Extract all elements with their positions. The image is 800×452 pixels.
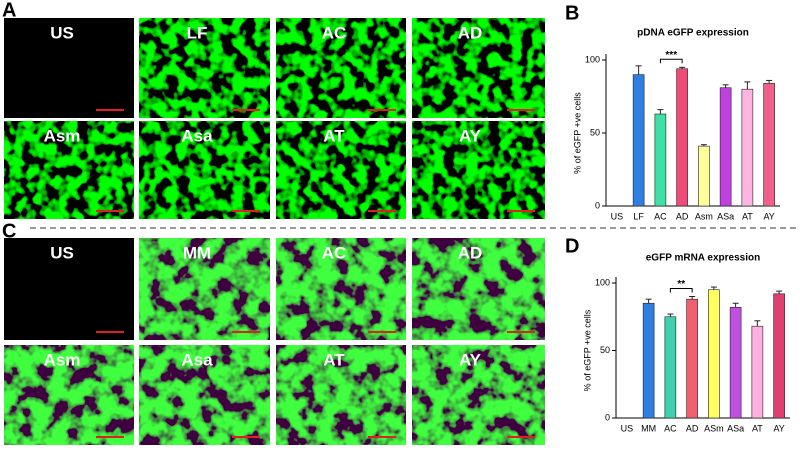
x-tick-label: MM <box>641 423 656 433</box>
bar <box>708 289 720 419</box>
y-axis-label: % of eGFP +ve cells <box>582 309 592 391</box>
x-tick-label: LF <box>633 211 644 221</box>
bar <box>686 298 698 419</box>
image-label: AY <box>459 126 482 145</box>
microscopy-signal <box>412 238 545 340</box>
significance: *** <box>665 50 677 61</box>
image-label: Asa <box>181 126 213 145</box>
chart-title: eGFP mRNA expression <box>646 253 760 264</box>
x-tick-label: AY <box>773 423 784 433</box>
image-label: AD <box>458 23 483 42</box>
y-tick-label: 50 <box>600 345 610 355</box>
image-label: Asa <box>181 350 213 369</box>
x-tick-label: Asm <box>695 211 713 221</box>
significance-bracket <box>669 288 693 293</box>
bar <box>773 293 785 419</box>
microscopy-signal <box>412 345 545 445</box>
bar <box>751 325 764 419</box>
microscopy-signal <box>139 345 270 445</box>
bar <box>741 88 754 207</box>
y-tick-label: 0 <box>605 412 610 422</box>
microscopy-image <box>4 18 134 118</box>
image-label: AT <box>323 350 345 369</box>
bar <box>642 302 655 419</box>
bar <box>654 113 667 207</box>
bar <box>664 316 677 419</box>
microscopy-image <box>4 238 134 340</box>
image-label: AT <box>323 126 345 145</box>
x-tick-label: AT <box>752 423 763 433</box>
x-tick-label: ASm <box>704 423 724 433</box>
bar <box>676 68 688 207</box>
image-label: MM <box>183 243 211 262</box>
image-label: US <box>50 23 74 42</box>
significance-bracket <box>659 58 683 64</box>
image-label: AY <box>459 350 482 369</box>
y-tick-label: 100 <box>595 277 610 287</box>
y-tick-label: 50 <box>590 127 600 137</box>
microscopy-signal <box>139 18 270 118</box>
y-axis-label: % of eGFP +ve cells <box>572 92 582 174</box>
image-label: AC <box>322 243 347 262</box>
bar <box>729 306 742 419</box>
y-tick-label: 0 <box>595 200 600 210</box>
image-label: Asm <box>44 350 81 369</box>
microscopy-signal <box>276 238 406 340</box>
bar <box>698 145 710 207</box>
x-tick-label: AD <box>686 423 699 433</box>
microscopy-signal <box>412 18 545 118</box>
chart-title: pDNA eGFP expression <box>637 28 749 39</box>
image-label: Asm <box>44 126 81 145</box>
x-tick-label: AC <box>664 423 677 433</box>
microscopy-signal <box>139 238 270 340</box>
x-tick-label: ASa <box>717 211 734 221</box>
x-tick-label: US <box>611 211 624 221</box>
image-label: AC <box>322 23 347 42</box>
x-tick-label: AY <box>763 211 774 221</box>
bar <box>719 87 732 207</box>
microscopy-signal <box>139 121 270 219</box>
image-label: AD <box>458 243 483 262</box>
panel-letter: D <box>565 235 579 257</box>
x-tick-label: AT <box>742 211 753 221</box>
microscopy-signal <box>4 345 134 445</box>
microscopy-signal <box>412 121 545 219</box>
bar <box>763 83 775 207</box>
x-tick-label: AD <box>676 211 689 221</box>
x-tick-label: AC <box>654 211 667 221</box>
microscopy-signal <box>276 345 406 445</box>
image-label: LF <box>187 23 208 42</box>
x-tick-label: US <box>621 423 634 433</box>
significance: ** <box>677 279 685 290</box>
microscopy-signal <box>4 121 134 219</box>
x-tick-label: ASa <box>727 423 744 433</box>
panel-letter: B <box>565 2 579 24</box>
microscopy-signal <box>276 18 406 118</box>
panel-letter: C <box>2 220 16 242</box>
bar <box>632 74 645 207</box>
panel-letter: A <box>2 0 16 21</box>
image-label: US <box>50 243 74 262</box>
microscopy-signal <box>276 121 406 219</box>
y-tick-label: 100 <box>585 54 600 64</box>
